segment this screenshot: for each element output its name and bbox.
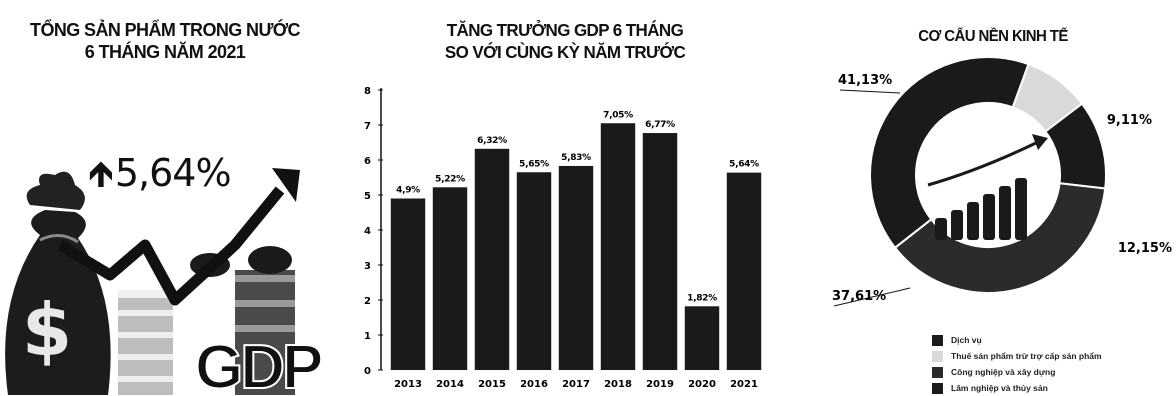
bar-2020 (684, 306, 720, 370)
y-tick-label: 7 (364, 121, 371, 132)
bar-value-label: 6,32% (477, 136, 507, 146)
inner-mini-bar (999, 186, 1011, 240)
bar-2018 (600, 123, 636, 370)
trend-arrow-head-icon (272, 168, 300, 202)
inner-mini-bar (983, 194, 995, 240)
bar-2013 (390, 198, 426, 370)
x-tick-label: 2018 (604, 379, 632, 390)
donut-slice-label: 41,13% (838, 73, 892, 88)
bar-value-label: 7,05% (603, 110, 633, 120)
bar-value-label: 6,77% (645, 120, 675, 130)
label-leader-line (833, 287, 911, 307)
donut-slice-label: 37,61% (832, 289, 886, 304)
bar-2017 (558, 165, 594, 370)
gdp-growth-chart-panel: TĂNG TRƯỞNG GDP 6 THÁNG SO VỚI CÙNG KỲ N… (355, 0, 775, 395)
label-leader-line (839, 89, 901, 94)
economic-structure-donut-chart: 41,13% 9,11% 12,15% 37,61% (832, 56, 1172, 307)
legend-swatch (932, 350, 943, 362)
bar-2021 (726, 172, 762, 370)
x-tick-label: 2014 (436, 379, 464, 390)
donut-slice-label: 12,15% (1118, 241, 1172, 256)
y-tick-label: 5 (364, 191, 371, 202)
inner-mini-bar (951, 210, 963, 240)
bar-value-label: 1,82% (687, 293, 717, 303)
money-bag-icon: $ (5, 171, 111, 395)
economic-structure-panel: CƠ CẤU NỀN KINH TẾ 41,13% 9,11% 12,15% 37,6… (810, 0, 1176, 395)
donut-slice-0 (869, 56, 1030, 250)
inner-mini-bar (967, 202, 979, 240)
gdp-growth-chart-title-line2: SO VỚI CÙNG KỲ NĂM TRƯỚC (444, 42, 686, 62)
legend-item: Lâm nghiệp và thủy sản (932, 380, 1102, 396)
gdp-growth-bar-chart: 0 1 2 3 4 5 6 7 8 4,9% 2013 5,22% 2014 6,32% 2015 5,65%… (364, 86, 762, 390)
legend-label: Lâm nghiệp và thủy sản (951, 383, 1048, 393)
y-tick-label: 8 (364, 86, 371, 97)
bar-value-label: 5,83% (561, 153, 591, 163)
legend-item: Dịch vụ (932, 332, 1102, 348)
legend-label: Dịch vụ (951, 335, 982, 345)
bar-2016 (516, 172, 552, 370)
gdp-summary-title-line2: 6 THÁNG NĂM 2021 (84, 41, 246, 62)
legend-item: Công nghiệp và xây dựng (932, 364, 1102, 380)
bar-value-label: 4,9% (396, 186, 420, 196)
trend-line (57, 186, 285, 306)
gdp-summary-title-line1: TỔNG SẢN PHẨM TRONG NƯỚC (30, 18, 300, 40)
legend-item: Thuế sản phẩm trừ trợ cấp sản phẩm (932, 348, 1102, 364)
inner-mini-bar (1015, 178, 1027, 240)
up-arrow-icon: 🡹 (88, 154, 114, 195)
x-tick-label: 2013 (394, 379, 422, 390)
bar-value-label: 5,22% (435, 174, 465, 184)
x-tick-label: 2017 (562, 379, 590, 390)
y-tick-label: 0 (364, 366, 371, 377)
x-tick-label: 2019 (646, 379, 674, 390)
bar-2015 (474, 148, 510, 370)
gdp-summary-title: TỔNG SẢN PHẨM TRONG NƯỚC 6 THÁNG NĂM 202… (10, 19, 320, 63)
x-tick-label: 2015 (478, 379, 506, 390)
gdp-growth-value: 🡹5,64% (88, 148, 232, 209)
bar-2019 (642, 133, 678, 370)
gdp-growth-chart-title-line1: TĂNG TRƯỞNG GDP 6 THÁNG (446, 20, 684, 40)
bar-value-label: 5,65% (519, 159, 549, 169)
x-tick-label: 2021 (730, 379, 758, 390)
donut-slice-label: 9,11% (1107, 113, 1152, 128)
economic-structure-title: CƠ CẤU NỀN KINH TẾ (918, 27, 1068, 46)
legend-swatch (932, 366, 943, 378)
legend-swatch (932, 334, 943, 346)
legend-swatch (932, 382, 943, 394)
inner-arrow-head-icon (1032, 134, 1048, 150)
gdp-illustration: $ GDP (5, 168, 326, 395)
gdp-summary-panel: TỔNG SẢN PHẨM TRONG NƯỚC 6 THÁNG NĂM 202… (0, 0, 330, 395)
y-tick-label: 6 (364, 156, 371, 167)
y-tick-label: 2 (364, 296, 371, 307)
y-tick-label: 1 (364, 331, 371, 342)
legend-label: Công nghiệp và xây dựng (951, 367, 1056, 377)
y-tick-label: 4 (364, 226, 371, 237)
bar-value-label: 5,64% (729, 160, 759, 170)
x-tick-label: 2020 (688, 379, 716, 390)
inner-mini-bar (935, 218, 947, 240)
y-tick-label: 3 (364, 261, 371, 272)
gdp-word: GDP (195, 333, 322, 395)
gdp-growth-chart-title: TĂNG TRƯỞNG GDP 6 THÁNG SO VỚI CÙNG KỲ N… (355, 19, 775, 63)
bar-2014 (432, 187, 468, 370)
dollar-sign-text: $ (22, 288, 72, 372)
gdp-growth-text: 5,64% (114, 151, 232, 195)
legend-label: Thuế sản phẩm trừ trợ cấp sản phẩm (951, 351, 1102, 361)
donut-slice-2 (893, 182, 1107, 294)
x-tick-label: 2016 (520, 379, 548, 390)
economic-structure-legend: Dịch vụ Thuế sản phẩm trừ trợ cấp sản phẩ… (932, 332, 1102, 396)
inner-trend-line (927, 140, 1039, 187)
